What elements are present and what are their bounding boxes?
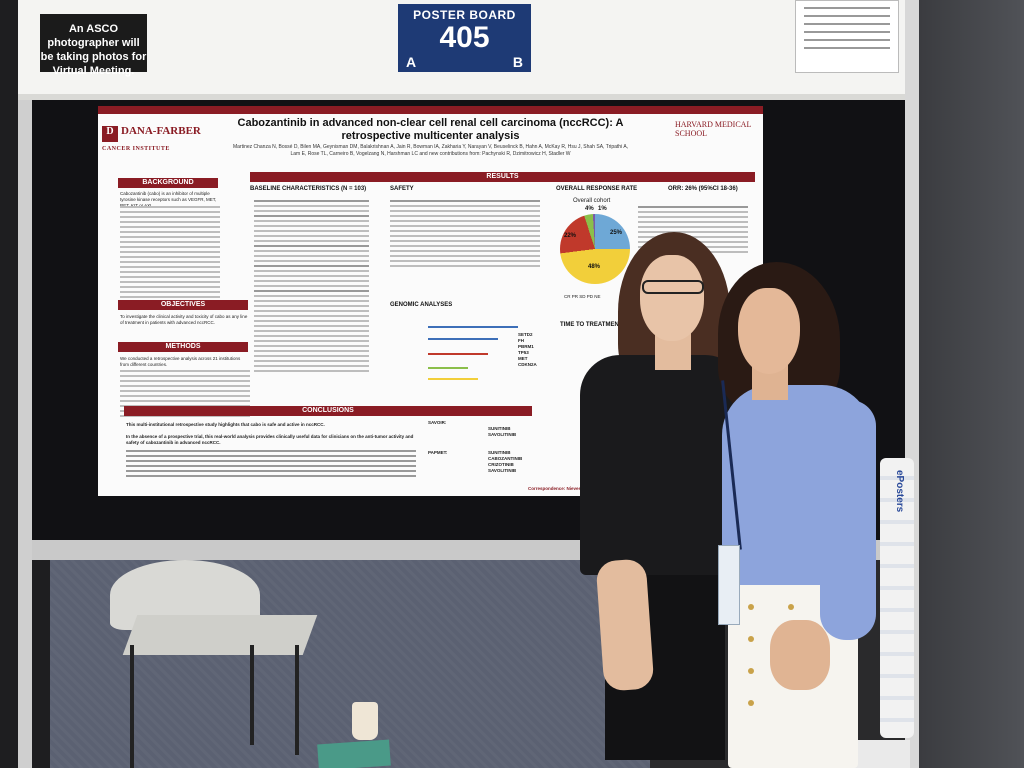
donut-label-pd: 22% [564, 233, 577, 239]
section-background: BACKGROUND [118, 178, 218, 188]
donut-label-pr: 25% [610, 230, 623, 236]
correspondence: Correspondence: Nieves_M [528, 486, 588, 491]
response-donut-chart [560, 214, 630, 284]
booklet [317, 739, 391, 768]
section-objectives: OBJECTIVES [118, 300, 248, 310]
safety-table [390, 200, 540, 270]
dana-farber-logo: D DANA-FARBER CANCER INSTITUTE [102, 125, 201, 152]
eposters-tube-text: ePosters [894, 470, 905, 513]
section-conclusions: CONCLUSIONS [124, 406, 532, 416]
donut-label-ne: 1% [598, 206, 607, 212]
savoir-drugs: SUNITINIB SAVOLITINIB [488, 426, 517, 437]
orr-text: ORR: 26% (95%CI 18-36) [668, 186, 738, 192]
dana-farber-mark-icon: D [102, 126, 118, 142]
genomic-bar-papillary [428, 326, 518, 328]
cohort-label: Overall cohort [573, 198, 611, 204]
left-frame-post [18, 100, 32, 768]
response-title: OVERALL RESPONSE RATE [556, 186, 638, 192]
donut-legend: CR PR SD PD NE [564, 294, 601, 299]
board-side-a: A [406, 54, 417, 70]
poster-board-label: POSTER BOARD [413, 8, 516, 22]
conclusion-2: In the absence of a prospective trial, t… [126, 434, 414, 445]
baseline-title: BASELINE CHARACTERISTICS (N = 103) [250, 186, 367, 192]
right-wall [915, 0, 1024, 768]
section-results: RESULTS [250, 172, 755, 182]
background-text: Cabozantinib (cabo) is an inhibitor of m… [120, 191, 217, 208]
donut-label-cr: 4% [585, 206, 594, 212]
safety-title: SAFETY [390, 186, 414, 192]
conclusion-1: This multi-institutional retrospective s… [126, 422, 325, 427]
papmet-drugs: SUNITINIB CABOZANTINIB CRIZOTINIB SAVOLITIN… [488, 450, 523, 473]
conclusion-lines [126, 450, 416, 480]
poster-top-bar [98, 106, 763, 114]
poster-title: Cabozantinib in advanced non-clear cell … [237, 117, 624, 142]
section-methods: METHODS [118, 342, 248, 352]
name-badge [718, 545, 740, 625]
gene-list: SETD2 FH PBRM1 TP53 MET CDKN2A [518, 332, 537, 367]
board-side-b: B [512, 54, 523, 70]
folding-chair [110, 560, 318, 768]
donut-label-sd: 48% [588, 264, 601, 270]
asco-photographer-notice: An ASCO photographer will be taking phot… [40, 14, 147, 77]
poster-board-number: 405 [439, 21, 490, 54]
methods-text: We conducted a retrospective analysis ac… [120, 356, 241, 367]
objectives-text: To investigate the clinical activity and… [120, 314, 248, 325]
genomic-bar-chromophobe [428, 338, 498, 340]
small-printed-notice [795, 0, 899, 73]
genomic-title: GENOMIC ANALYSES [390, 302, 453, 308]
genomic-bar-unclassified [428, 353, 488, 355]
ttf-title: TIME TO TREATMENT FA [560, 322, 632, 328]
poster-board-sign: POSTER BOARD 405 A B [398, 4, 531, 72]
baseline-table [254, 200, 369, 375]
genomic-bar-translocation [428, 367, 468, 369]
genomic-bar-collecting [428, 378, 478, 380]
glasses-icon [642, 280, 704, 294]
trial-savoir-label: SAVOIR: [428, 420, 447, 425]
trial-papmet-label: PAPMET: [428, 450, 448, 455]
background-lines [120, 206, 220, 306]
harvard-logo: HARVARD MEDICAL SCHOOL [675, 120, 752, 138]
coffee-cup [352, 702, 378, 740]
eposters-tube [880, 458, 914, 738]
poster-authors: Martinez Chanza N, Bossé D, Bilen MA, Ge… [232, 144, 629, 157]
